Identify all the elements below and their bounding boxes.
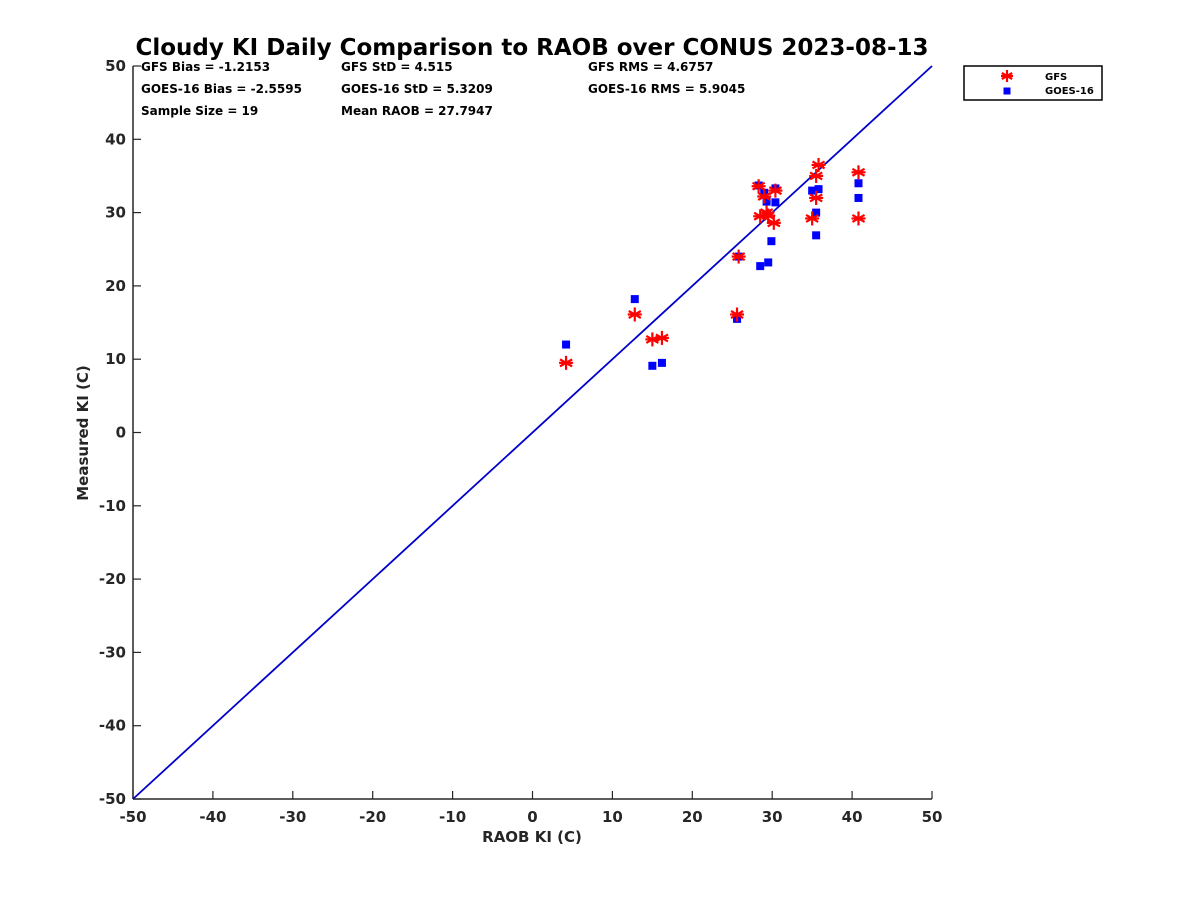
x-tick-label: 10 — [602, 808, 623, 826]
goes16-point — [648, 361, 657, 370]
goes16-point — [767, 237, 776, 246]
gfs-point — [809, 168, 824, 183]
chart-title: Cloudy KI Daily Comparison to RAOB over … — [135, 35, 928, 61]
goes16-point — [764, 258, 773, 267]
y-tick-label: -10 — [99, 497, 126, 515]
gfs-point — [851, 165, 866, 180]
goes16-point — [814, 185, 823, 194]
goes16-point — [756, 262, 765, 271]
goes16-point — [762, 197, 771, 206]
y-tick-label: -50 — [99, 790, 126, 808]
legend-gfs-marker — [1001, 70, 1013, 82]
stat-label: Sample Size = 19 — [141, 104, 258, 118]
y-tick-label: -30 — [99, 643, 126, 661]
x-tick-label: -50 — [119, 808, 146, 826]
y-tick-label: 20 — [105, 277, 126, 295]
series-goes16 — [562, 179, 863, 370]
x-tick-label: 50 — [922, 808, 943, 826]
gfs-point — [805, 211, 820, 226]
legend: GFS GOES-16 — [963, 65, 1103, 101]
gfs-point — [627, 307, 642, 322]
x-tick-label: 40 — [842, 808, 863, 826]
legend-gfs-label: GFS — [1045, 72, 1067, 83]
x-tick-label: -20 — [359, 808, 386, 826]
gfs-point — [766, 215, 781, 230]
gfs-point — [559, 355, 574, 370]
y-tick-label: -40 — [99, 717, 126, 735]
gfs-point — [730, 307, 745, 322]
gfs-point — [811, 157, 826, 172]
goes16-point — [854, 179, 863, 188]
stat-label: GFS RMS = 4.6757 — [588, 60, 713, 74]
goes16-point — [808, 186, 817, 195]
goes16-point — [812, 208, 821, 217]
y-axis-label: Measured KI (C) — [74, 365, 92, 501]
stat-label: GFS Bias = -1.2153 — [141, 60, 270, 74]
y-tick-label: -20 — [99, 570, 126, 588]
gfs-point — [809, 190, 824, 205]
series-gfs — [559, 157, 866, 370]
y-tick-label: 50 — [105, 57, 126, 75]
goes16-point — [771, 198, 780, 207]
goes16-point — [562, 340, 571, 349]
gfs-point — [768, 183, 783, 198]
plot-area: -50 -40 -30 -20 -10 0 10 20 30 40 50 -50 -40 -30 -20 -1… — [99, 57, 943, 826]
legend-goes16-label: GOES-16 — [1045, 86, 1094, 97]
gfs-point — [757, 189, 772, 204]
stat-label: GOES-16 RMS = 5.9045 — [588, 82, 745, 96]
stat-label: GFS StD = 4.515 — [341, 60, 453, 74]
gfs-point — [654, 330, 669, 345]
x-tick-label: 20 — [682, 808, 703, 826]
x-tick-label: -30 — [279, 808, 306, 826]
legend-goes16-marker — [1003, 87, 1011, 95]
y-tick-label: 0 — [116, 424, 126, 442]
goes16-point — [812, 231, 821, 240]
gfs-point — [851, 211, 866, 226]
one-to-one-line — [132, 65, 933, 800]
x-tick-label: 0 — [527, 808, 537, 826]
stat-label: GOES-16 Bias = -2.5595 — [141, 82, 302, 96]
y-tick-label: 40 — [105, 130, 126, 148]
x-axis-label: RAOB KI (C) — [482, 828, 582, 846]
gfs-point — [751, 179, 766, 194]
gfs-point — [731, 249, 746, 264]
x-tick-label: -10 — [439, 808, 466, 826]
y-tick-label: 10 — [105, 350, 126, 368]
x-tick-label: 30 — [762, 808, 783, 826]
x-tick-label: -40 — [199, 808, 226, 826]
legend-box — [963, 65, 1103, 101]
stat-label: GOES-16 StD = 5.3209 — [341, 82, 493, 96]
goes16-point — [854, 193, 863, 202]
goes16-point — [630, 295, 639, 304]
goes16-point — [657, 358, 666, 367]
stats-block: GFS Bias = -1.2153 GFS StD = 4.515 GFS RMS… — [141, 60, 745, 118]
stat-label: Mean RAOB = 27.7947 — [341, 104, 493, 118]
y-tick-label: 30 — [105, 204, 126, 222]
